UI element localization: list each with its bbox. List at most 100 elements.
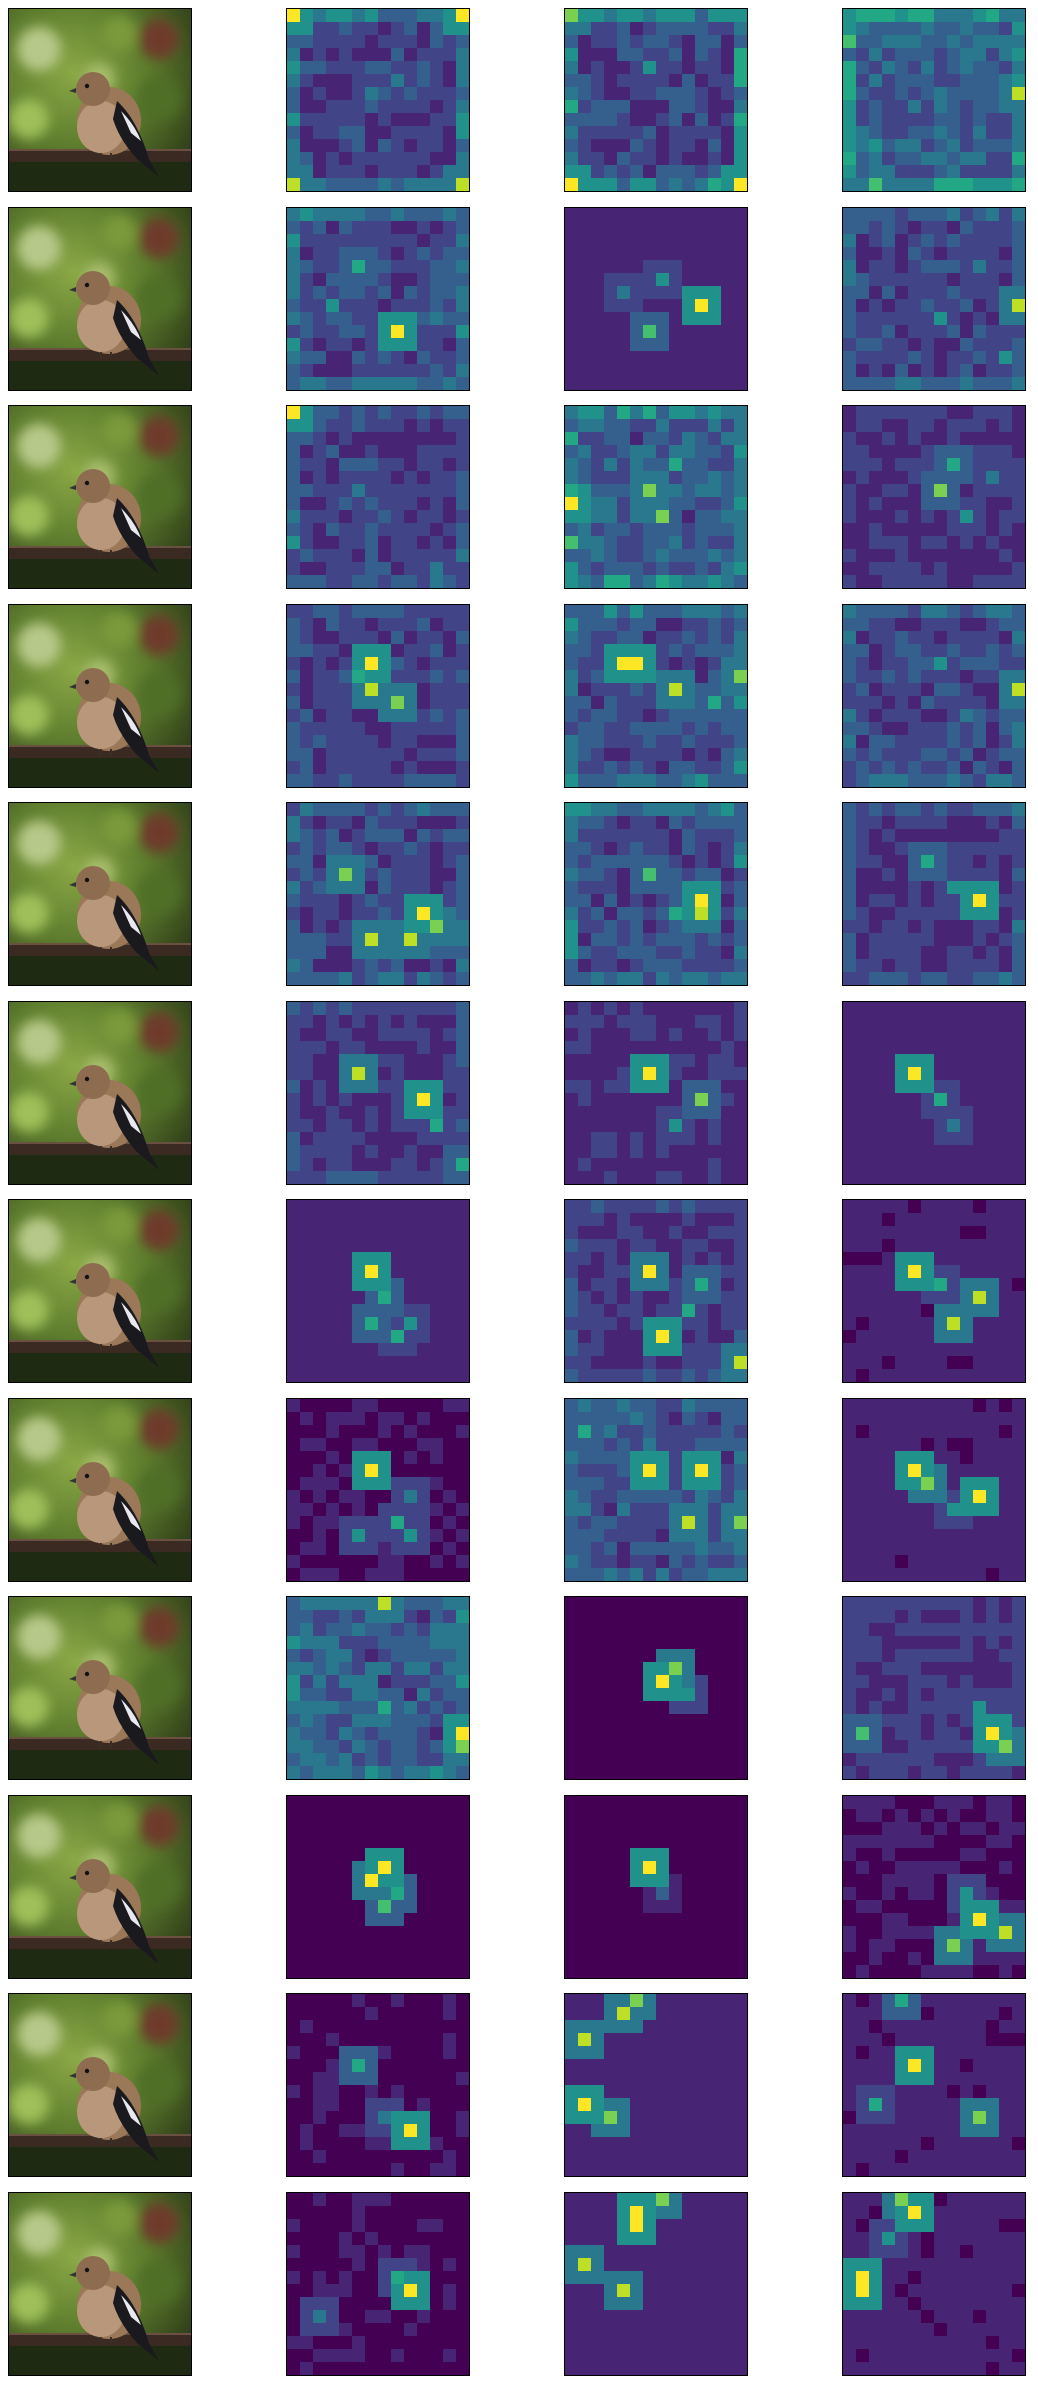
heatmap-cell: [287, 1451, 301, 1465]
heatmap-cell: [895, 61, 909, 75]
heatmap-cell: [339, 575, 353, 588]
heatmap-cell: [869, 1412, 883, 1426]
heatmap-cell: [643, 803, 657, 817]
heatmap-cell: [391, 1688, 405, 1702]
heatmap-cell: [591, 1330, 605, 1344]
heatmap-cell: [999, 1226, 1013, 1240]
heatmap-cell: [843, 126, 857, 140]
heatmap-cell: [604, 1477, 618, 1491]
heatmap-cell: [721, 1516, 735, 1530]
heatmap-cell: [947, 61, 961, 75]
heatmap-cell: [287, 1740, 301, 1754]
heatmap-cell: [565, 406, 579, 420]
heatmap-cell: [695, 748, 709, 762]
heatmap-cell: [391, 1649, 405, 1663]
heatmap-cell: [617, 484, 631, 498]
heatmap-cell: [287, 1213, 301, 1227]
heatmap-cell: [352, 959, 366, 973]
heatmap-cell: [287, 1226, 301, 1240]
heatmap-cell: [365, 1555, 379, 1569]
heatmap-cell: [934, 1317, 948, 1331]
heatmap-cell: [921, 458, 935, 472]
heatmap-cell: [378, 1425, 392, 1439]
heatmap-cell: [908, 74, 922, 88]
heatmap-cell: [843, 1490, 857, 1504]
heatmap-cell: [404, 1158, 418, 1172]
heatmap-cell: [339, 1304, 353, 1318]
heatmap-cell: [591, 1158, 605, 1172]
heatmap-cell: [734, 351, 747, 365]
heatmap-cell: [656, 657, 670, 671]
heatmap-cell: [669, 1213, 683, 1227]
heatmap-cell: [365, 683, 379, 697]
heatmap-cell: [443, 100, 457, 114]
heatmap-cell: [882, 748, 896, 762]
heatmap-cell: [734, 1516, 747, 1530]
heatmap-cell: [326, 1753, 340, 1767]
heatmap-cell: [1012, 208, 1025, 222]
heatmap-cell: [565, 87, 579, 101]
heatmap-cell: [565, 549, 579, 563]
heatmap-cell: [326, 1265, 340, 1279]
heatmap-cell: [895, 842, 909, 856]
heatmap-cell: [708, 523, 722, 537]
heatmap-cell: [352, 377, 366, 390]
heatmap-cell: [313, 868, 327, 882]
heatmap-cell: [947, 1265, 961, 1279]
heatmap-cell: [300, 1028, 314, 1042]
heatmap-cell: [604, 35, 618, 49]
heatmap-cell: [417, 1028, 431, 1042]
heatmap-cell: [339, 377, 353, 390]
heatmap-cell: [339, 1041, 353, 1055]
heatmap-cell: [578, 1200, 592, 1214]
heatmap-cell: [986, 1516, 1000, 1530]
heatmap-cell: [630, 1304, 644, 1318]
heatmap-cell: [882, 484, 896, 498]
heatmap-cell: [404, 126, 418, 140]
heatmap-cell: [430, 484, 444, 498]
heatmap-cell: [843, 497, 857, 511]
heatmap-cell: [721, 816, 735, 830]
heatmap-cell: [378, 1213, 392, 1227]
heatmap-cell: [443, 1529, 457, 1543]
heatmap-cell: [565, 1054, 579, 1068]
heatmap-cell: [643, 1265, 657, 1279]
heatmap-cell: [921, 575, 935, 588]
heatmap-cell: [869, 1291, 883, 1305]
heatmap-cell: [734, 575, 747, 588]
heatmap-cell: [326, 1490, 340, 1504]
heatmap-cell: [578, 221, 592, 235]
heatmap-cell: [365, 338, 379, 352]
heatmap-cell: [643, 1239, 657, 1253]
heatmap-cell: [882, 1015, 896, 1029]
heatmap-cell: [973, 286, 987, 300]
heatmap-cell: [960, 868, 974, 882]
heatmap-cell: [287, 9, 301, 23]
heatmap-cell: [721, 1132, 735, 1146]
heatmap-cell: [973, 1516, 987, 1530]
heatmap-cell: [695, 458, 709, 472]
heatmap-cell: [604, 644, 618, 658]
heatmap-cell: [669, 1555, 683, 1569]
heatmap-cell: [869, 48, 883, 62]
heatmap-cell: [578, 761, 592, 775]
heatmap-cell: [856, 907, 870, 921]
heatmap-cell: [404, 61, 418, 75]
heatmap-cell: [313, 1041, 327, 1055]
heatmap-cell: [391, 364, 405, 378]
heatmap-cell: [604, 1464, 618, 1478]
heatmap-cell: [734, 338, 747, 352]
heatmap-cell: [721, 1171, 735, 1184]
heatmap-cell: [882, 497, 896, 511]
heatmap-cell: [591, 920, 605, 934]
attention-heatmap-panel: [564, 1596, 748, 1780]
heatmap-cell: [856, 1252, 870, 1266]
heatmap-cell: [456, 432, 469, 446]
heatmap-cell: [934, 35, 948, 49]
heatmap-cell: [869, 1226, 883, 1240]
heatmap-cell: [986, 670, 1000, 684]
heatmap-cell: [721, 221, 735, 235]
heatmap-cell: [656, 959, 670, 973]
heatmap-cell: [391, 1542, 405, 1556]
heatmap-cell: [378, 22, 392, 36]
